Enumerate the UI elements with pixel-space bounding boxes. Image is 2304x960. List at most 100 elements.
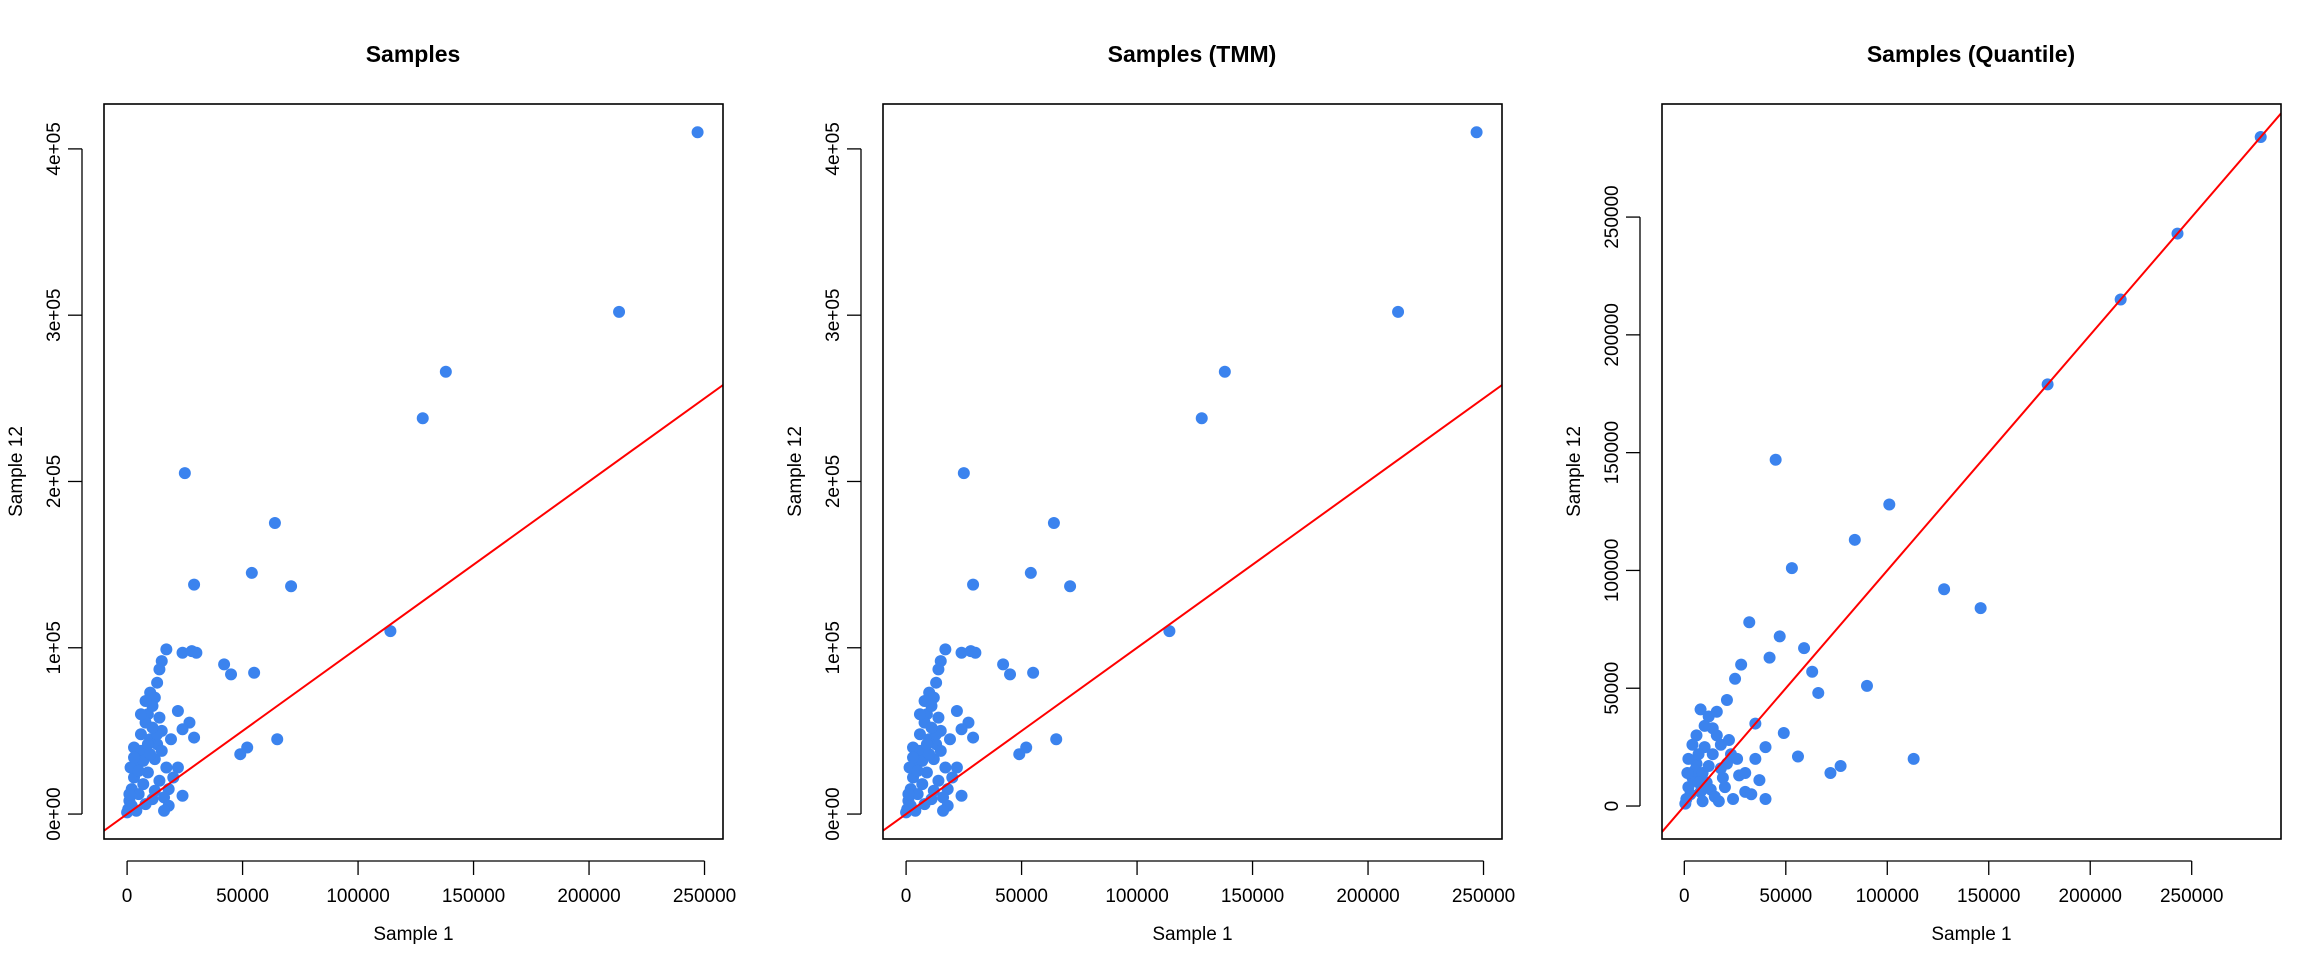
data-point bbox=[245, 566, 258, 579]
data-point bbox=[950, 704, 963, 717]
x-tick-label: 0 bbox=[1679, 886, 1690, 907]
data-point bbox=[1712, 795, 1725, 808]
data-point bbox=[1812, 686, 1825, 699]
data-point bbox=[691, 126, 704, 139]
x-tick-label: 0 bbox=[901, 886, 912, 907]
data-point bbox=[1690, 729, 1703, 742]
x-tick-label: 250000 bbox=[673, 886, 736, 907]
data-point bbox=[911, 764, 924, 777]
data-point bbox=[1749, 752, 1762, 765]
data-point bbox=[1718, 781, 1731, 794]
data-point bbox=[153, 774, 166, 787]
data-point bbox=[130, 804, 143, 817]
y-tick-label: 3e+05 bbox=[823, 289, 844, 342]
data-point bbox=[1759, 741, 1772, 754]
data-point bbox=[416, 412, 429, 425]
data-point bbox=[234, 748, 247, 761]
data-point bbox=[134, 708, 147, 721]
x-axis-label: Sample 1 bbox=[1931, 924, 2011, 945]
data-point bbox=[1027, 666, 1040, 679]
data-point bbox=[1791, 750, 1804, 763]
data-point bbox=[1743, 616, 1756, 629]
data-point bbox=[1785, 562, 1798, 575]
data-point bbox=[171, 704, 184, 717]
data-point bbox=[141, 738, 154, 751]
data-point bbox=[923, 748, 936, 761]
y-tick-label: 250000 bbox=[1602, 185, 1623, 248]
data-point bbox=[218, 658, 231, 671]
data-point bbox=[167, 771, 180, 784]
x-tick-label: 100000 bbox=[326, 886, 389, 907]
data-point bbox=[967, 731, 980, 744]
y-tick-label: 0e+00 bbox=[823, 787, 844, 840]
data-point bbox=[1706, 748, 1719, 761]
y-tick-label: 0 bbox=[1602, 801, 1623, 812]
y-tick-label: 3e+05 bbox=[44, 289, 65, 342]
data-point bbox=[967, 578, 980, 591]
data-point bbox=[248, 666, 261, 679]
data-point bbox=[1907, 752, 1920, 765]
data-point bbox=[164, 733, 177, 746]
y-tick-label: 0e+00 bbox=[44, 787, 65, 840]
panel-samples: Samples 0 50000 100000 150000 200000 250000 Sam… bbox=[6, 41, 736, 945]
data-point bbox=[911, 788, 924, 801]
y-axis-label: Sample 12 bbox=[6, 426, 27, 517]
data-point bbox=[927, 784, 940, 797]
data-point bbox=[1694, 703, 1707, 716]
y-axis-label: Sample 12 bbox=[1564, 426, 1585, 517]
data-point bbox=[1050, 733, 1063, 746]
data-point bbox=[1163, 625, 1176, 638]
data-point bbox=[271, 733, 284, 746]
data-point bbox=[932, 663, 945, 676]
data-point bbox=[190, 646, 203, 659]
x-tick-label: 200000 bbox=[2059, 886, 2122, 907]
data-point bbox=[171, 761, 184, 774]
panel-samples-quantile: Samples (Quantile) 0 50000 100000 150000 2000… bbox=[1564, 41, 2282, 945]
x-tick-label: 200000 bbox=[1336, 886, 1399, 907]
data-point bbox=[1692, 776, 1705, 789]
data-point bbox=[153, 663, 166, 676]
data-point bbox=[158, 804, 171, 817]
y-tick-label: 4e+05 bbox=[823, 122, 844, 175]
data-point bbox=[1974, 602, 1987, 615]
data-point bbox=[1013, 748, 1026, 761]
data-point bbox=[137, 778, 150, 791]
data-point bbox=[1714, 762, 1727, 775]
reference-line bbox=[104, 384, 723, 832]
data-point bbox=[937, 804, 950, 817]
data-point bbox=[1729, 672, 1742, 685]
y-tick-label: 1e+05 bbox=[44, 621, 65, 674]
y-axis: 0 50000 100000 150000 200000 250000 bbox=[1602, 185, 1641, 812]
data-point bbox=[176, 723, 189, 736]
data-point bbox=[1763, 651, 1776, 664]
x-tick-label: 250000 bbox=[2160, 886, 2223, 907]
data-point bbox=[955, 789, 968, 802]
data-point bbox=[920, 766, 933, 779]
data-point bbox=[955, 723, 968, 736]
data-point bbox=[160, 761, 173, 774]
data-point bbox=[1834, 759, 1847, 772]
data-point bbox=[1722, 734, 1735, 747]
data-point bbox=[613, 305, 626, 318]
data-point bbox=[930, 676, 943, 689]
data-point bbox=[1698, 719, 1711, 732]
data-point bbox=[176, 646, 189, 659]
plot-frame bbox=[882, 103, 1503, 840]
x-axis: 0 50000 100000 150000 200000 250000 bbox=[901, 860, 1515, 907]
plot-frame bbox=[1661, 103, 2282, 840]
data-point bbox=[1684, 788, 1697, 801]
data-point bbox=[1777, 726, 1790, 739]
data-point bbox=[1735, 658, 1748, 671]
data-point bbox=[950, 761, 963, 774]
data-point bbox=[932, 711, 945, 724]
data-point bbox=[907, 751, 920, 764]
data-point bbox=[920, 738, 933, 751]
data-point bbox=[139, 694, 152, 707]
x-tick-label: 100000 bbox=[1856, 886, 1919, 907]
plot-frame bbox=[103, 103, 724, 840]
x-axis-label: Sample 1 bbox=[1152, 924, 1232, 945]
data-point bbox=[932, 774, 945, 787]
data-point bbox=[178, 467, 191, 480]
chart-title: Samples (TMM) bbox=[1108, 41, 1277, 67]
data-point bbox=[439, 365, 452, 378]
